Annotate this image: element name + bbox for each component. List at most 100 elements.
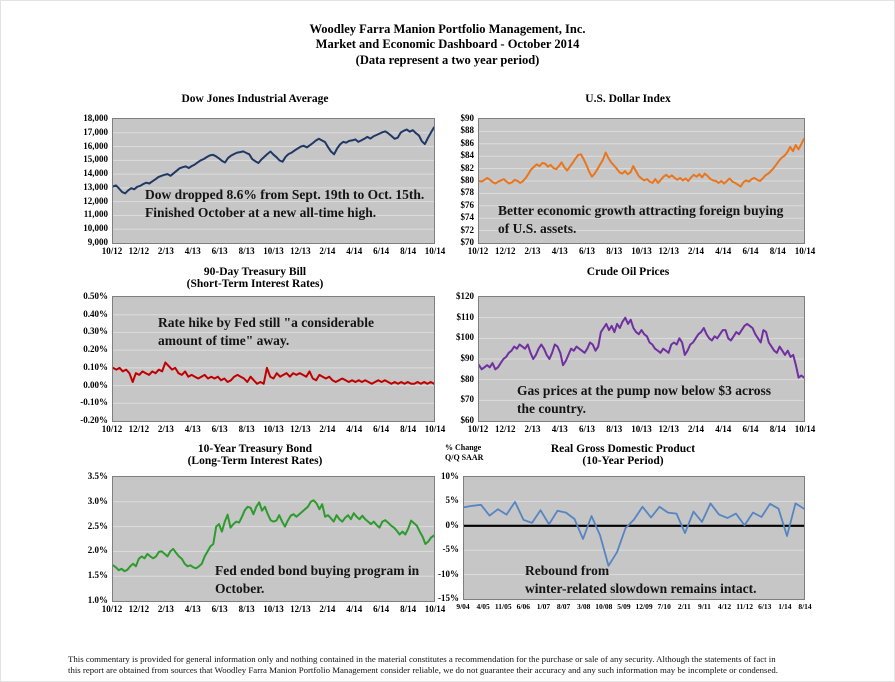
x-tick-label: 8/13 xyxy=(606,246,623,256)
x-tick-label: 10/12 xyxy=(101,424,123,434)
plot-area xyxy=(112,296,435,422)
x-tick-label: 5/09 xyxy=(617,602,631,611)
y-tick-label: $120 xyxy=(456,291,474,301)
y-axis: $90 $88 $86 $84 $82 $80 $78 $76 $74 $72 $70 xyxy=(451,113,478,247)
report-header: Woodley Farra Manion Portfolio Managemen… xyxy=(0,22,895,68)
y-axis: 10% 5% 0% -5% -10% -15% xyxy=(438,471,463,603)
bond-data-line xyxy=(113,499,434,573)
x-axis: 10/12 12/12 2/13 4/13 6/13 8/13 10/13 12/13 2/14… xyxy=(102,246,446,260)
x-tick-label: 4/14 xyxy=(715,246,732,256)
x-tick-label: 10/13 xyxy=(631,246,652,256)
y-tick-label: -10% xyxy=(438,568,459,579)
x-tick-label: 6/14 xyxy=(742,424,759,434)
x-tick-label: 2/13 xyxy=(157,604,174,614)
x-tick-label: 4/13 xyxy=(184,246,201,256)
y-tick-label: $110 xyxy=(456,311,474,322)
plot-area xyxy=(112,476,435,602)
chart-annotation: Rate hike by Fed still "a considerable a… xyxy=(158,315,374,348)
x-tick-label: 12/09 xyxy=(635,602,653,611)
x-tick-label: 2/14 xyxy=(687,246,705,256)
chart-subtitle: (Long-Term Interest Rates) xyxy=(187,455,323,468)
x-tick-label: 10/14 xyxy=(424,424,446,434)
y-tick-label: $86 xyxy=(460,137,475,148)
y-tick-label: $80 xyxy=(460,175,475,185)
dollar-index-chart: U.S. Dollar Index $90 $88 $86 $84 $82 $80 $78 $… xyxy=(451,93,816,260)
y-tick-label: 10% xyxy=(441,471,459,481)
dow-data-line xyxy=(113,126,434,195)
y-tick-label: 0.40% xyxy=(83,308,108,319)
x-tick-label: 10/13 xyxy=(263,604,284,614)
chart-title: 10-Year Treasury Bond xyxy=(197,443,313,455)
x-tick-label: 2/14 xyxy=(687,424,705,434)
x-tick-label: 6/14 xyxy=(742,246,759,256)
x-tick-label: 7/10 xyxy=(657,602,671,611)
x-tick-label: 9/11 xyxy=(697,602,711,611)
x-tick-label: 10/14 xyxy=(794,424,816,434)
x-axis: 10/12 12/12 2/13 4/13 6/13 8/13 10/13 12/13 2/14… xyxy=(102,424,446,438)
dollar-series-svg xyxy=(479,130,804,232)
x-tick-label: 6/13 xyxy=(578,424,596,434)
x-axis: 10/12 12/12 2/13 4/13 6/13 8/13 10/13 12/13 2/14… xyxy=(468,424,816,438)
x-tick-label: 8/13 xyxy=(238,604,255,614)
x-tick-label: 6/13 xyxy=(211,424,228,434)
tbill-data-line xyxy=(113,361,434,385)
chart-annotation: Gas prices at the pump now below $3 acro… xyxy=(517,383,772,416)
x-tick-label: 10/12 xyxy=(101,246,123,256)
y-tick-label: $82 xyxy=(460,162,475,173)
y-tick-label: 0.20% xyxy=(83,344,108,355)
plot-area xyxy=(478,118,805,244)
y-tick-label: -5% xyxy=(442,544,460,555)
y-tick-label: 0.50% xyxy=(83,291,108,301)
tbill-series-svg xyxy=(113,314,434,404)
y-tick-label: $88 xyxy=(460,125,475,136)
gdp-chart: % Change Q/Q SAAR Real Gross Domestic Pr… xyxy=(438,443,812,616)
y-tick-label: $90 xyxy=(460,113,475,123)
y-tick-label: 11,000 xyxy=(83,209,108,220)
y-axis: 0.50% 0.40% 0.30% 0.20% 0.10% 0.00% -0.10% -0.2… xyxy=(75,291,112,425)
crude-series-svg xyxy=(479,316,804,401)
y-tick-label: -0.20% xyxy=(80,415,108,425)
x-tick-label: 11/12 xyxy=(736,602,753,611)
gdp-data-line xyxy=(464,500,804,567)
x-tick-label: 6/06 xyxy=(516,602,531,611)
y-tick-label: 0.10% xyxy=(83,361,108,372)
chart-title: Real Gross Domestic Product xyxy=(550,443,696,455)
x-tick-label: 6/14 xyxy=(373,604,390,614)
x-tick-label: 4/14 xyxy=(346,246,363,256)
y-tick-label: $70 xyxy=(460,394,475,405)
x-tick-label: 10/13 xyxy=(631,424,652,434)
y-tick-label: $78 xyxy=(460,187,475,198)
y-tick-label: 2.0% xyxy=(87,545,108,556)
x-tick-label: 9/04 xyxy=(456,602,470,611)
x-tick-label: 2/13 xyxy=(157,246,174,256)
y-tick-label: $60 xyxy=(460,415,475,425)
y-tick-label: 5% xyxy=(445,495,460,506)
x-tick-label: 4/12 xyxy=(717,602,732,611)
x-tick-label: 12/13 xyxy=(658,246,680,256)
y-tick-label: 3.5% xyxy=(87,471,108,481)
y-tick-label: 9,000 xyxy=(87,237,108,247)
x-tick-label: 12/13 xyxy=(290,424,311,434)
x-tick-label: 2/13 xyxy=(524,424,541,434)
chart-title: U.S. Dollar Index xyxy=(585,93,671,105)
x-tick-label: 10/12 xyxy=(467,246,489,256)
x-tick-label: 10/14 xyxy=(424,604,446,614)
y-tick-label: 17,000 xyxy=(83,126,108,137)
x-tick-label: 11/05 xyxy=(494,602,512,611)
x-tick-label: 1/14 xyxy=(778,602,792,611)
x-tick-label: 12/13 xyxy=(658,424,680,434)
x-tick-label: 2/14 xyxy=(319,246,336,256)
x-tick-label: 8/14 xyxy=(798,602,812,611)
treasury-bill-chart: 90-Day Treasury Bill (Short-Term Interes… xyxy=(75,266,446,438)
dollar-data-line xyxy=(479,137,804,188)
x-tick-label: 6/13 xyxy=(578,246,596,256)
y-tick-label: 1.5% xyxy=(87,570,108,581)
x-tick-label: 4/13 xyxy=(184,604,201,614)
x-tick-label: 10/13 xyxy=(263,246,284,256)
y-tick-label: 0.30% xyxy=(83,326,108,337)
y-tick-label: $74 xyxy=(460,212,475,223)
x-tick-label: 10/12 xyxy=(101,604,123,614)
x-tick-label: 12/12 xyxy=(494,246,516,256)
y-tick-label: $72 xyxy=(460,224,475,235)
